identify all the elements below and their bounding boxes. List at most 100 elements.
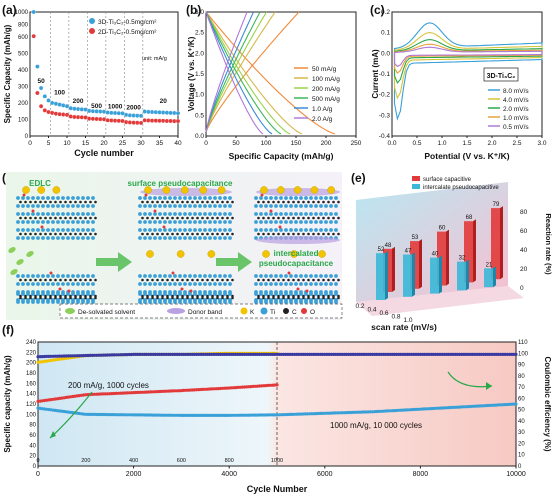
panel-d-c-atom-819	[272, 278, 275, 282]
panel-d-ti-atom-957	[324, 300, 328, 304]
panel-d-ti-atom-835	[294, 282, 298, 286]
panel-d-c-atom-508	[201, 278, 204, 282]
panel-d-c-atom-435	[176, 232, 179, 236]
panel-d-ti-atom-492	[173, 274, 177, 278]
panel-d-ti-atom-124	[56, 236, 60, 240]
panel-c-y-ticks: -0.4 -0.3 -0.2 -0.1 0.0 0.1 0.2	[379, 9, 391, 140]
panel-a-point-s1-6	[53, 111, 59, 116]
panel-c-legend-4: 0.5 mV/s	[503, 124, 529, 131]
panel-d-ti-atom-469	[228, 236, 232, 240]
panel-d-c-atom-46	[94, 200, 97, 204]
panel-d-legend-solvent-icon	[65, 308, 75, 314]
panel-d-ti-atom-125	[61, 228, 65, 232]
panel-d-ti-atom-708	[259, 212, 263, 216]
panel-d-ti-atom-622	[193, 300, 197, 304]
panel-d-c-atom-810	[257, 278, 260, 282]
panel-f-point-s3-4955	[273, 352, 277, 356]
panel-e-bar-intercalate-side-3	[466, 259, 469, 291]
panel-d-ti-atom-173	[56, 282, 60, 286]
panel-d-ti-atom-136	[76, 236, 80, 240]
panel-d-ti-atom-461	[218, 228, 222, 232]
panel-c-ytick-6: 0.2	[381, 9, 390, 16]
panel-d-ti-atom-480	[153, 274, 157, 278]
panel-d-c-atom-904	[327, 294, 330, 298]
panel-d-c-atom-831	[292, 278, 295, 282]
panel-d-c-atom-627	[206, 296, 209, 300]
panel-d-ti-atom-844	[309, 282, 313, 286]
panel-f-point-s3-3818	[218, 352, 223, 356]
panel-d-ti-atom-853	[324, 282, 328, 286]
panel-a-point-s1-14	[83, 115, 88, 120]
panel-d-c-atom-337	[206, 200, 209, 204]
panel-d-ti-atom-168	[51, 274, 55, 278]
panel-f-point-s0-2091	[136, 390, 140, 394]
panel-d-ti-atom-949	[314, 292, 318, 296]
panel-f-point-s3-3273	[192, 352, 196, 356]
panel-f-point-s3-9773	[503, 352, 507, 356]
panel-a-ytick-7: 800	[18, 22, 29, 28]
panel-d-ti-atom-486	[163, 274, 167, 278]
panel-d-ti-atom-406	[223, 212, 227, 216]
panel-f-point-s2-2682	[164, 413, 168, 417]
panel-d-ti-atom-332	[193, 204, 197, 208]
panel-d-ti-atom-290	[91, 292, 95, 296]
panel-f-point-s3-1000	[84, 353, 88, 358]
panel-f-point-s2-2818	[171, 413, 175, 417]
panel-d-ti-atom-629	[208, 292, 212, 296]
panel-d-ti-atom-121	[51, 236, 55, 240]
panel-d-ti-atom-658	[259, 204, 263, 208]
panel-d-ti-atom-809	[254, 274, 258, 278]
panel-d-ti-atom-36	[76, 196, 80, 200]
panel-d-ti-atom-599	[158, 292, 162, 296]
panel-d-c-atom-962	[337, 296, 340, 300]
panel-d-donor-band-inner	[256, 236, 340, 244]
panel-f-point-s3-1273	[97, 353, 101, 357]
panel-d-ti-atom-476	[143, 282, 147, 286]
panel-e-bar-intercalate-side-1	[412, 252, 415, 297]
panel-d-c-atom-380	[181, 216, 184, 220]
panel-f-point-s2-5455	[297, 412, 301, 416]
panel-d-k-ion-968	[310, 186, 319, 194]
panel-d-ti-atom-734	[299, 220, 303, 224]
panel-d-c-atom-499	[186, 278, 189, 282]
panel-f-ytick-5: 100	[26, 412, 37, 418]
panel-d-c-atom-693	[322, 200, 325, 204]
panel-b-xtick-4: 200	[321, 140, 332, 147]
panel-d-ti-atom-41	[81, 204, 85, 208]
panel-d-c-atom-813	[262, 278, 265, 282]
panel-d-ti-atom-253	[26, 300, 30, 304]
panel-f-point-s3-3318	[195, 352, 199, 356]
panel-f-point-s2-6500	[347, 410, 351, 415]
panel-d-c-atom-310	[161, 200, 164, 204]
panel-d-ti-atom-589	[138, 300, 142, 304]
panel-d-ti-atom-357	[138, 220, 142, 224]
panel-f-point-s3-9091	[470, 352, 475, 356]
panel-d-ti-atom-384	[183, 220, 187, 224]
panel-d-o-atom-146	[40, 225, 44, 229]
panel-d-ti-atom-781	[294, 228, 298, 232]
panel-d-c-atom-806	[337, 232, 340, 236]
panel-d-ti-atom-393	[198, 220, 202, 224]
panel-d-ti-atom-268	[51, 300, 55, 304]
panel-d-c-atom-10	[34, 200, 37, 204]
panel-d-c-atom-773	[282, 232, 285, 236]
panel-d-ti-atom-292	[91, 300, 95, 304]
panel-d-ti-atom-79	[66, 212, 70, 216]
panel-d-c-atom-157	[34, 278, 37, 282]
panel-f-point-s3-3000	[179, 352, 183, 356]
panel-d-c-atom-880	[287, 294, 290, 298]
panel-d-ti-atom-161	[36, 282, 40, 286]
panel-f-y2tick-8: 80	[518, 374, 525, 380]
panel-d-ti-atom-324	[183, 196, 187, 200]
panel-d-c-atom-230	[74, 294, 77, 298]
panel-e-bar-surface-side-1	[419, 239, 422, 289]
panel-d-ti-atom-397	[208, 212, 212, 216]
panel-f-xtick-0: 0	[36, 471, 40, 478]
panel-a-point-s1-25	[123, 119, 129, 125]
panel-d-ti-atom-506	[193, 282, 197, 286]
panel-a-point-s1-0	[31, 33, 36, 39]
panel-f-point-s3-6500	[347, 352, 351, 356]
panel-a-ytick-2: 200	[18, 101, 29, 107]
panel-f-point-s3-8636	[449, 352, 453, 356]
